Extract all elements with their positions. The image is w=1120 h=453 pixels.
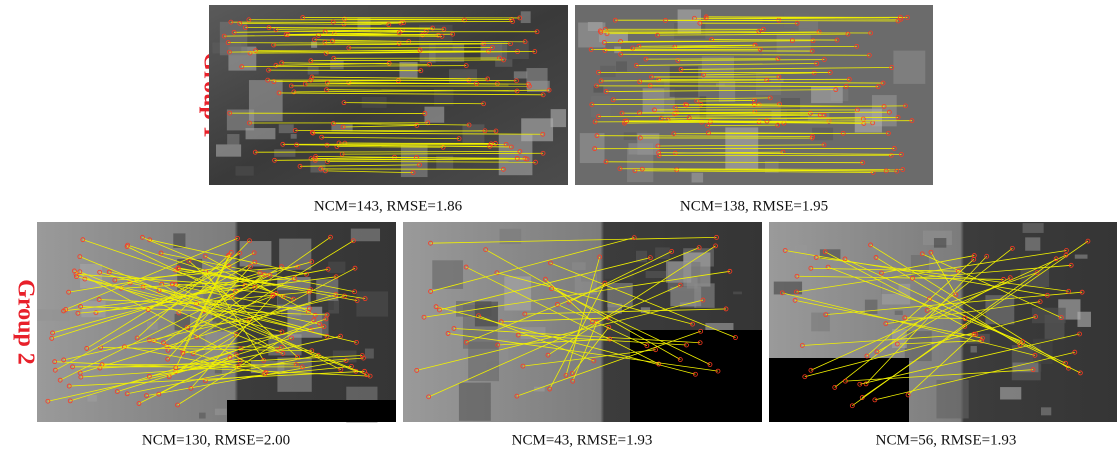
caption: NCM=138, RMSE=1.95 (680, 198, 828, 214)
image-panel (37, 222, 396, 423)
texture (702, 56, 734, 79)
texture (88, 395, 97, 402)
texture (591, 96, 610, 117)
texture (812, 128, 833, 141)
texture (521, 118, 553, 141)
match-line (597, 86, 847, 87)
texture (600, 66, 616, 77)
caption: NCM=56, RMSE=1.93 (876, 432, 1017, 448)
texture (881, 284, 898, 294)
image-panel (403, 222, 762, 422)
texture (1077, 312, 1091, 327)
texture (936, 380, 968, 419)
caption: NCM=130, RMSE=2.00 (142, 432, 290, 448)
texture (934, 238, 946, 248)
texture (81, 301, 105, 317)
texture (578, 22, 605, 47)
texture (236, 166, 254, 175)
texture (893, 51, 925, 84)
texture (905, 331, 932, 361)
texture (274, 149, 295, 157)
texture (774, 282, 802, 295)
match-line (269, 70, 421, 71)
texture (694, 283, 714, 308)
texture (777, 34, 811, 53)
texture (895, 311, 903, 315)
texture (678, 9, 701, 33)
image-blank (227, 400, 396, 422)
texture (424, 107, 444, 123)
texture (1041, 407, 1051, 415)
texture (521, 11, 531, 23)
texture (215, 409, 227, 415)
texture (199, 413, 206, 419)
texture (362, 97, 387, 108)
caption: NCM=143, RMSE=1.86 (314, 198, 463, 214)
group-label: Group 2 (12, 279, 38, 365)
match-line (712, 40, 837, 41)
texture (692, 173, 704, 183)
texture (514, 71, 527, 78)
figure: Group 1 Group 2 NCM=143, RMSE=1.86 NCM=1… (0, 0, 1120, 453)
image-panel (575, 5, 933, 185)
texture (249, 80, 283, 121)
texture (227, 134, 239, 146)
image-panel (209, 5, 568, 185)
page: Group 1 Group 2 NCM=143, RMSE=1.86 NCM=1… (0, 0, 1120, 453)
texture (279, 124, 294, 133)
caption: NCM=43, RMSE=1.93 (512, 432, 653, 448)
texture (432, 260, 463, 289)
texture (580, 133, 605, 163)
texture (865, 300, 877, 314)
texture (1025, 237, 1040, 250)
texture (365, 349, 374, 359)
texture (246, 128, 276, 139)
texture (356, 291, 388, 316)
texture (468, 342, 499, 381)
texture (616, 61, 627, 71)
texture (449, 69, 477, 83)
texture (1000, 387, 1021, 399)
texture (1075, 255, 1088, 259)
texture (1023, 223, 1044, 233)
texture (733, 292, 742, 295)
texture (328, 262, 345, 273)
texture (369, 5, 402, 45)
texture (147, 322, 158, 330)
texture (765, 161, 779, 173)
texture (811, 313, 830, 332)
texture (799, 21, 818, 30)
texture (551, 109, 566, 127)
texture (646, 271, 667, 278)
texture (459, 383, 491, 421)
texture (291, 134, 297, 139)
texture (971, 346, 977, 353)
image-panel (769, 222, 1117, 422)
texture (572, 262, 586, 270)
